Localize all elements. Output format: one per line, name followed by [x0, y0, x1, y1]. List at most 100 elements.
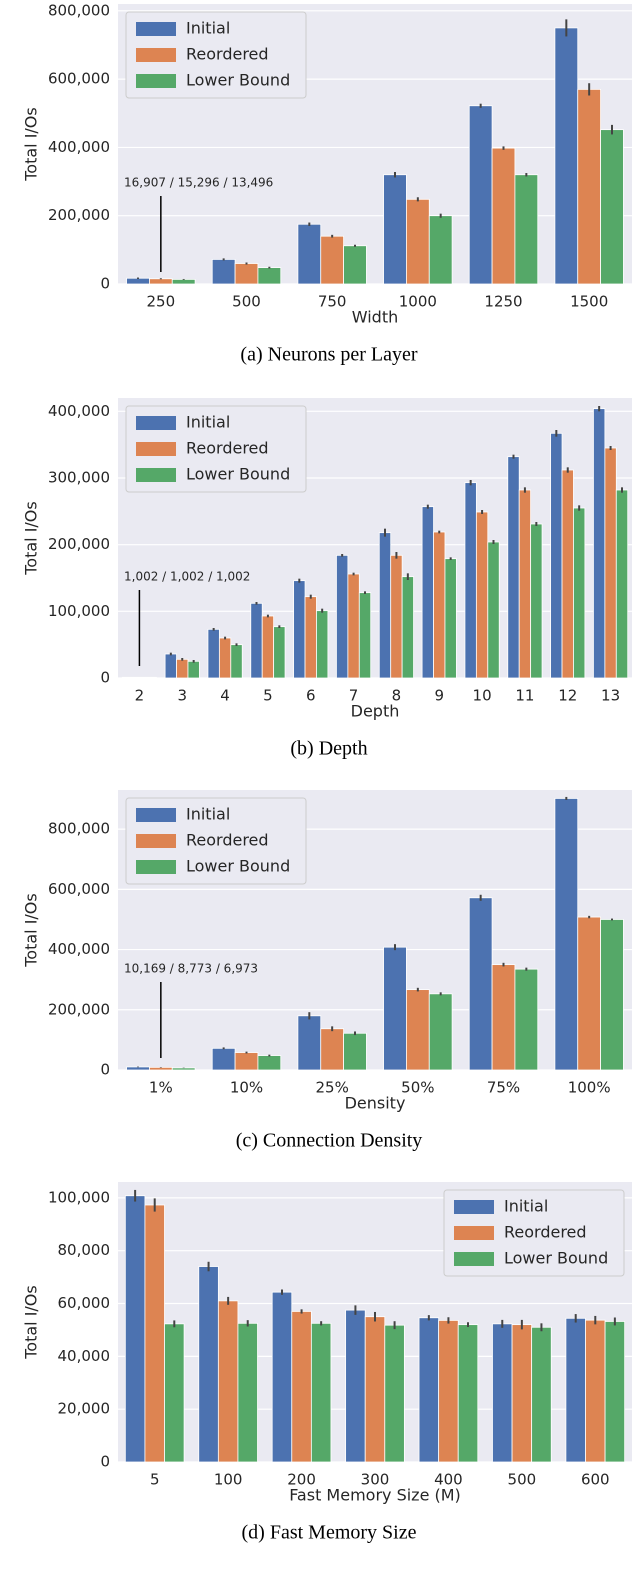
x-tick-label: 600	[581, 1471, 610, 1489]
bar	[124, 1195, 146, 1463]
y-tick-label: 600,000	[48, 70, 110, 88]
x-tick-label: 50%	[401, 1079, 434, 1097]
y-tick-label: 20,000	[58, 1400, 111, 1418]
bar	[468, 105, 493, 285]
x-tick-label: 75%	[487, 1079, 520, 1097]
bar	[144, 1204, 165, 1463]
bar	[531, 1326, 552, 1463]
bar	[297, 1015, 322, 1071]
bar	[171, 278, 196, 285]
x-tick-label: 9	[434, 687, 444, 705]
bar	[487, 541, 500, 679]
x-tick-label: 500	[232, 293, 261, 311]
bar	[126, 277, 150, 285]
bar	[554, 798, 579, 1071]
legend-swatch	[454, 1252, 494, 1266]
bar	[600, 919, 624, 1071]
legend-swatch	[454, 1226, 494, 1240]
caption: (c) Connection Density	[236, 1130, 423, 1152]
bar	[593, 408, 606, 679]
x-tick-label: 13	[601, 687, 620, 705]
y-tick-label: 200,000	[48, 535, 110, 553]
bar	[133, 676, 146, 679]
x-tick-label: 1000	[399, 293, 437, 311]
legend-label: Initial	[504, 1197, 548, 1216]
legend-label: Lower Bound	[186, 465, 290, 484]
bar	[198, 1266, 219, 1463]
bar	[164, 653, 177, 679]
bar	[550, 432, 563, 679]
legend-label: Reordered	[186, 45, 269, 64]
bar	[144, 676, 157, 679]
y-tick-label: 60,000	[58, 1294, 111, 1312]
legend-swatch	[136, 834, 176, 848]
legend-swatch	[136, 416, 176, 430]
bar	[406, 989, 430, 1071]
y-tick-label: 400,000	[48, 940, 110, 958]
bar	[310, 1322, 332, 1463]
y-tick-label: 0	[100, 275, 110, 293]
bar	[565, 1317, 586, 1463]
legend-label: Reordered	[186, 831, 269, 850]
x-tick-label: 10%	[230, 1079, 263, 1097]
bar	[149, 278, 173, 285]
bar	[511, 1324, 533, 1463]
bar	[343, 245, 367, 285]
legend-label: Reordered	[186, 439, 269, 458]
bar	[230, 644, 243, 679]
bar	[530, 523, 543, 679]
x-tick-label: 250	[147, 293, 176, 311]
legend-swatch	[136, 860, 176, 874]
bar	[507, 456, 520, 679]
x-tick-label: 8	[392, 687, 402, 705]
bar	[316, 610, 329, 679]
bar	[464, 482, 477, 679]
bar	[273, 626, 286, 679]
legend-swatch	[136, 442, 176, 456]
y-tick-label: 800,000	[48, 820, 110, 838]
y-axis-label: Total I/Os	[22, 893, 41, 968]
y-tick-label: 40,000	[58, 1347, 111, 1365]
bar	[250, 602, 263, 679]
bar	[149, 1066, 173, 1071]
x-tick-label: 200	[287, 1471, 316, 1489]
bar	[577, 88, 601, 285]
x-tick-label: 400	[434, 1471, 463, 1489]
x-tick-label: 5	[150, 1471, 160, 1489]
bar	[438, 1320, 459, 1463]
y-tick-label: 0	[100, 1453, 110, 1471]
y-tick-label: 400,000	[48, 402, 110, 420]
bar	[554, 27, 579, 285]
legend-label: Lower Bound	[186, 71, 290, 90]
bar	[418, 1317, 440, 1463]
bar	[347, 573, 360, 679]
bar	[164, 1323, 185, 1463]
bar	[444, 558, 457, 679]
bar	[234, 263, 259, 285]
bar	[291, 1311, 312, 1463]
bar	[428, 993, 453, 1071]
x-tick-label: 1500	[570, 293, 608, 311]
x-axis-label: Fast Memory Size (M)	[289, 1486, 461, 1505]
legend-label: Lower Bound	[186, 857, 290, 876]
x-tick-label: 3	[177, 687, 187, 705]
bar	[561, 469, 574, 679]
y-tick-label: 600,000	[48, 880, 110, 898]
caption: (d) Fast Memory Size	[242, 1522, 417, 1544]
bar	[457, 1324, 479, 1463]
legend-swatch	[136, 468, 176, 482]
bar	[187, 660, 200, 679]
legend-label: Initial	[186, 805, 230, 824]
bar	[364, 1316, 386, 1463]
legend-label: Reordered	[504, 1223, 587, 1242]
bar	[217, 1300, 239, 1463]
y-axis-label: Total I/Os	[22, 107, 41, 182]
x-tick-label: 11	[515, 687, 534, 705]
bar	[171, 1067, 196, 1071]
bar	[468, 897, 493, 1071]
annotation: 1,002 / 1,002 / 1,002	[124, 570, 250, 584]
annotation: 10,169 / 8,773 / 6,973	[124, 962, 258, 976]
annotation: 16,907 / 15,296 / 13,496	[124, 176, 273, 190]
caption: (b) Depth	[290, 738, 367, 760]
bar	[257, 267, 282, 285]
